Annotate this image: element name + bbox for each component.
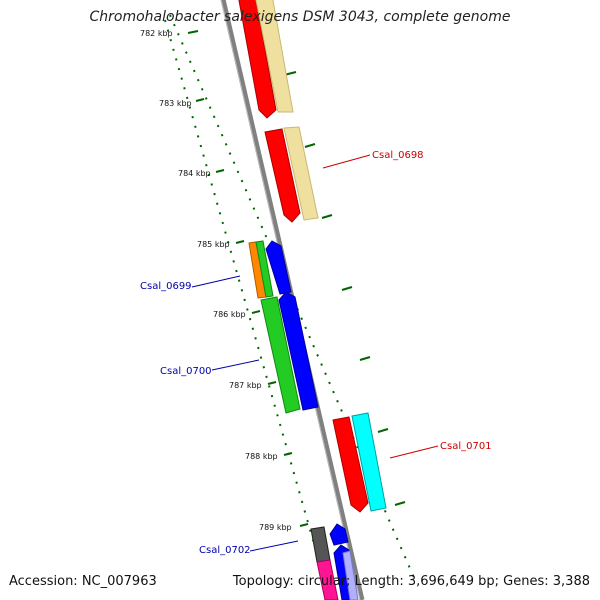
tick-label-782: 782 kbp xyxy=(140,29,173,38)
leader-line-csal-0701 xyxy=(389,445,439,459)
gene-feature-blue-csal-0700[interactable] xyxy=(278,291,319,411)
gene-feature-blue-upper[interactable] xyxy=(329,523,349,546)
tick-label-788: 788 kbp xyxy=(245,452,278,461)
gene-feature-blue-small[interactable] xyxy=(265,240,292,295)
gene-feature-red-csal-0698[interactable] xyxy=(264,128,301,223)
gene-feature-yellow-csal-0698[interactable] xyxy=(283,126,319,221)
tick-label-784: 784 kbp xyxy=(178,169,211,178)
tick-label-789: 789 kbp xyxy=(259,523,292,532)
gene-feature-gray[interactable] xyxy=(310,526,331,563)
gene-label-csal-0700[interactable]: Csal_0700 xyxy=(160,366,212,377)
tick-marks xyxy=(187,30,309,527)
gene-label-csal-0701[interactable]: Csal_0701 xyxy=(440,441,492,452)
gene-feature-green-small[interactable] xyxy=(255,240,274,298)
gene-label-csal-0702[interactable]: Csal_0702 xyxy=(199,545,251,556)
right-ruler-dashes xyxy=(283,71,406,506)
leader-line-csal-0700 xyxy=(211,359,260,371)
gene-label-csal-0699[interactable]: Csal_0699 xyxy=(140,281,192,292)
gene-feature-red[interactable] xyxy=(238,0,277,119)
gene-feature-lavender[interactable] xyxy=(342,550,359,600)
tick-label-783: 783 kbp xyxy=(159,99,192,108)
gene-feature-cyan-csal-0701[interactable] xyxy=(351,412,387,512)
map-title: Chromohalobacter salexigens DSM 3043, co… xyxy=(89,9,511,25)
genome-summary: Topology: circular; Length: 3,696,649 bp… xyxy=(232,574,590,589)
gene-feature-magenta[interactable] xyxy=(316,559,339,600)
gene-feature-yellow[interactable] xyxy=(255,0,294,113)
left-dotted-ruler xyxy=(164,19,331,600)
accession-text: Accession: NC_007963 xyxy=(9,574,157,589)
tick-label-785: 785 kbp xyxy=(197,240,230,249)
tick-label-786: 786 kbp xyxy=(213,310,246,319)
leader-line-csal-0702 xyxy=(249,540,299,552)
gene-feature-green-csal-0700[interactable] xyxy=(260,296,301,414)
leader-line-csal-0698 xyxy=(322,154,371,169)
tick-label-787: 787 kbp xyxy=(229,381,262,390)
tick-labels: 782 kbp 783 kbp 784 kbp 785 kbp 786 kbp … xyxy=(140,29,292,532)
gene-feature-red-csal-0701[interactable] xyxy=(332,416,369,513)
gene-label-csal-0698[interactable]: Csal_0698 xyxy=(372,150,424,161)
leader-line-csal-0699 xyxy=(191,275,241,288)
